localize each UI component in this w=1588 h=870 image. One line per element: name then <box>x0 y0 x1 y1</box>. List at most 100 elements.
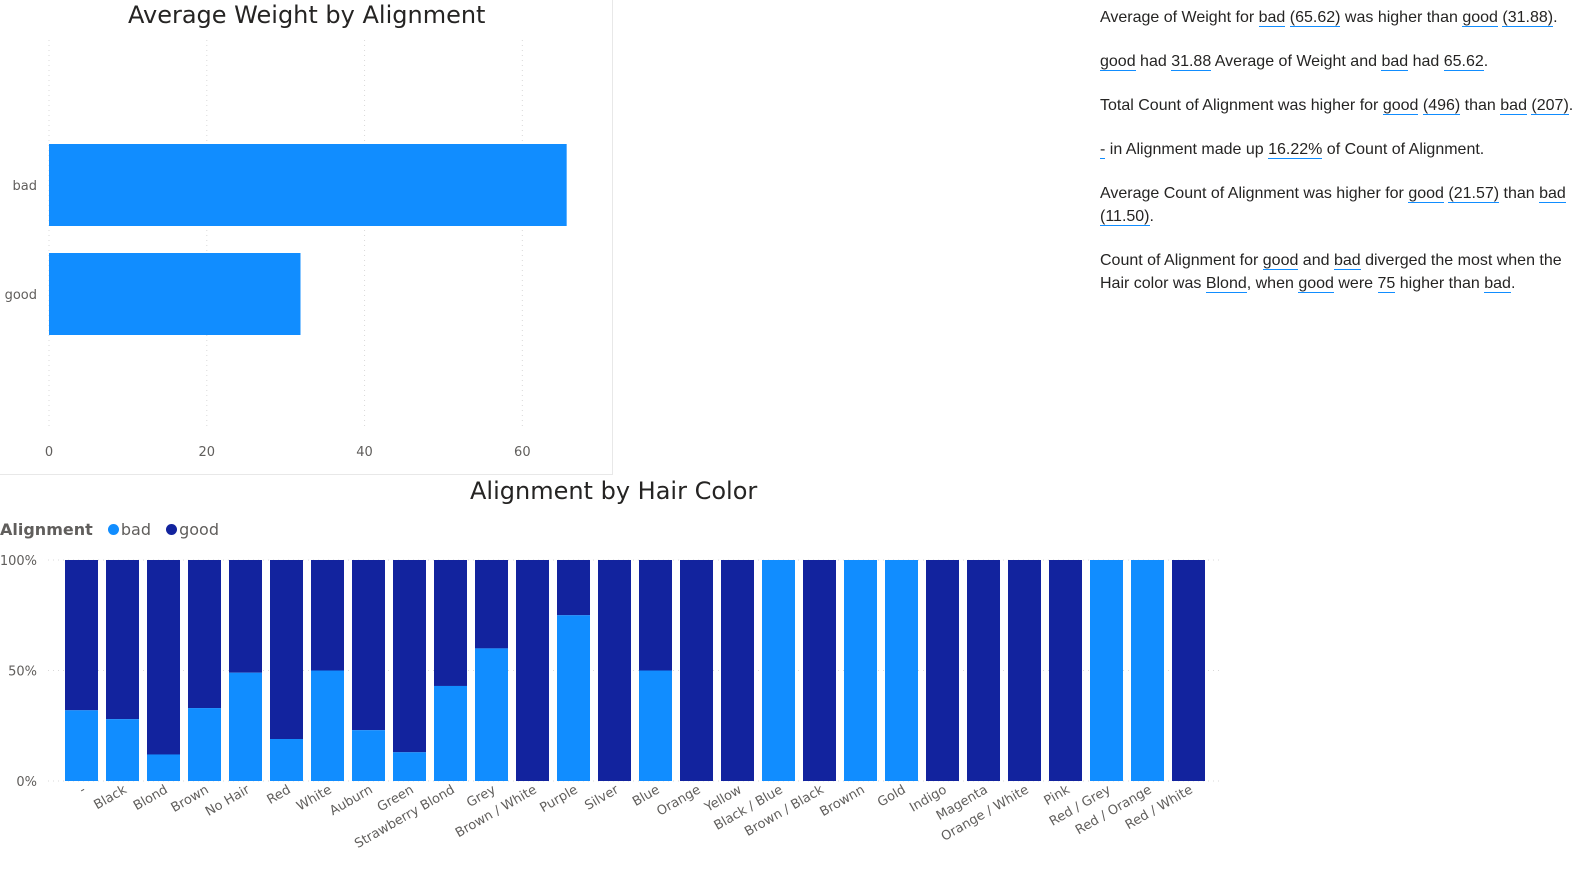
narrative-text: . <box>1483 53 1489 70</box>
narrative-value[interactable]: bad <box>1381 53 1409 71</box>
narrative-text: . <box>1568 97 1574 114</box>
narrative-value[interactable]: bad <box>1333 252 1361 270</box>
narrative-text: of Count of Alignment. <box>1322 141 1485 158</box>
narrative-text: , when <box>1246 275 1299 292</box>
col-bad-segment[interactable] <box>352 730 385 781</box>
col-bad-segment[interactable] <box>393 752 426 781</box>
col-good-segment[interactable] <box>106 560 139 720</box>
smart-narrative: Average of Weight for bad (65.62) was hi… <box>1100 6 1580 316</box>
narrative-text: than <box>1499 185 1540 202</box>
col-bad-segment[interactable] <box>434 685 467 781</box>
narrative-value[interactable]: bad <box>1500 97 1527 115</box>
col-good-segment[interactable] <box>680 560 713 781</box>
col-bad-segment[interactable] <box>1131 560 1164 781</box>
narrative-value[interactable]: bad <box>1484 275 1511 293</box>
legend-title: Alignment <box>0 520 93 539</box>
col-bad-segment[interactable] <box>885 560 918 781</box>
col-good-segment[interactable] <box>639 560 672 671</box>
col-good-segment[interactable] <box>598 560 631 781</box>
narrative-value[interactable]: bad <box>1539 185 1566 203</box>
narrative-text: were <box>1333 275 1378 292</box>
narrative-text: than <box>1460 97 1501 114</box>
narrative-text: and <box>1298 252 1334 269</box>
col-bad-segment[interactable] <box>147 754 180 781</box>
narrative-paragraph: Total Count of Alignment was higher for … <box>1100 94 1580 117</box>
col-bad-segment[interactable] <box>106 719 139 781</box>
col-bad-segment[interactable] <box>844 560 877 781</box>
narrative-paragraph: Average of Weight for bad (65.62) was hi… <box>1100 6 1580 29</box>
col-bad-segment[interactable] <box>270 739 303 781</box>
bar-bad[interactable] <box>49 144 567 226</box>
col-good-segment[interactable] <box>721 560 754 781</box>
narrative-value[interactable]: (21.57) <box>1448 185 1500 203</box>
col-category-label: No Hair <box>203 782 253 820</box>
narrative-value[interactable]: (496) <box>1422 97 1461 115</box>
narrative-value[interactable]: good <box>1408 185 1444 203</box>
narrative-value[interactable]: (65.62) <box>1289 9 1341 27</box>
col-good-segment[interactable] <box>926 560 959 781</box>
col-good-segment[interactable] <box>1172 560 1205 781</box>
col-category-label: Orange <box>654 782 703 819</box>
narrative-value[interactable]: (31.88) <box>1502 9 1554 27</box>
col-bad-segment[interactable] <box>229 672 262 781</box>
bar-category-label: bad <box>13 179 37 194</box>
col-good-segment[interactable] <box>557 560 590 616</box>
narrative-text: . <box>1553 9 1558 26</box>
col-bad-segment[interactable] <box>311 670 344 782</box>
col-good-segment[interactable] <box>393 560 426 753</box>
narrative-value[interactable]: - <box>1100 141 1106 159</box>
col-good-segment[interactable] <box>1049 560 1082 781</box>
narrative-value[interactable]: (207) <box>1531 97 1569 115</box>
narrative-text: Average of Weight for <box>1100 9 1259 26</box>
col-good-segment[interactable] <box>311 560 344 671</box>
narrative-value[interactable]: bad <box>1258 9 1286 27</box>
legend-bad-icon <box>107 524 119 535</box>
narrative-value[interactable]: good <box>1298 275 1334 293</box>
col-good-segment[interactable] <box>65 560 98 711</box>
bar-chart-panel: Average Weight by Alignment 0 20 40 60 bad go… <box>0 0 613 475</box>
col-good-segment[interactable] <box>967 560 1000 781</box>
narrative-text: . <box>1510 275 1516 292</box>
bar-x-tick-label: 20 <box>199 445 216 460</box>
col-good-segment[interactable] <box>188 560 221 709</box>
col-category-label: Silver <box>582 782 622 814</box>
col-good-segment[interactable] <box>229 560 262 673</box>
col-good-segment[interactable] <box>147 560 180 755</box>
col-good-segment[interactable] <box>1008 560 1041 781</box>
col-bad-segment[interactable] <box>475 648 508 781</box>
col-bad-segment[interactable] <box>188 708 221 781</box>
col-bad-segment[interactable] <box>639 670 672 782</box>
narrative-text: Average Count of Alignment was higher fo… <box>1100 185 1409 202</box>
col-bad-segment[interactable] <box>1090 560 1123 781</box>
col-good-segment[interactable] <box>803 560 836 781</box>
narrative-value[interactable]: (11.50) <box>1100 208 1150 226</box>
col-y-tick-label: 0% <box>16 775 37 790</box>
narrative-value[interactable]: Blond <box>1205 275 1247 293</box>
col-good-segment[interactable] <box>475 560 508 649</box>
legend-good-icon <box>166 524 178 535</box>
col-bad-segment[interactable] <box>557 615 590 781</box>
narrative-value[interactable]: 31.88 <box>1171 53 1212 71</box>
col-category-label: Brown / White <box>453 782 540 841</box>
narrative-value[interactable]: good <box>1262 252 1299 270</box>
narrative-value[interactable]: 75 <box>1377 275 1396 293</box>
col-good-segment[interactable] <box>352 560 385 731</box>
narrative-value[interactable]: 65.62 <box>1443 53 1484 71</box>
col-bad-segment[interactable] <box>762 560 795 781</box>
col-bad-segment[interactable] <box>65 710 98 781</box>
narrative-value[interactable]: good <box>1462 9 1498 27</box>
col-y-tick-label: 100% <box>0 554 37 569</box>
col-category-label: Brownn <box>818 782 868 820</box>
legend-bad-label[interactable]: bad <box>120 520 151 539</box>
narrative-value[interactable]: 16.22% <box>1268 141 1323 159</box>
narrative-value[interactable]: good <box>1100 53 1136 71</box>
bar-good[interactable] <box>49 253 301 335</box>
narrative-value[interactable]: good <box>1382 97 1419 115</box>
col-good-segment[interactable] <box>270 560 303 740</box>
bar-category-label: good <box>5 288 37 303</box>
col-good-segment[interactable] <box>516 560 549 781</box>
legend-good-label[interactable]: good <box>179 520 219 539</box>
bar-chart-svg: 0 20 40 60 bad good <box>5 40 567 460</box>
col-good-segment[interactable] <box>434 560 467 686</box>
